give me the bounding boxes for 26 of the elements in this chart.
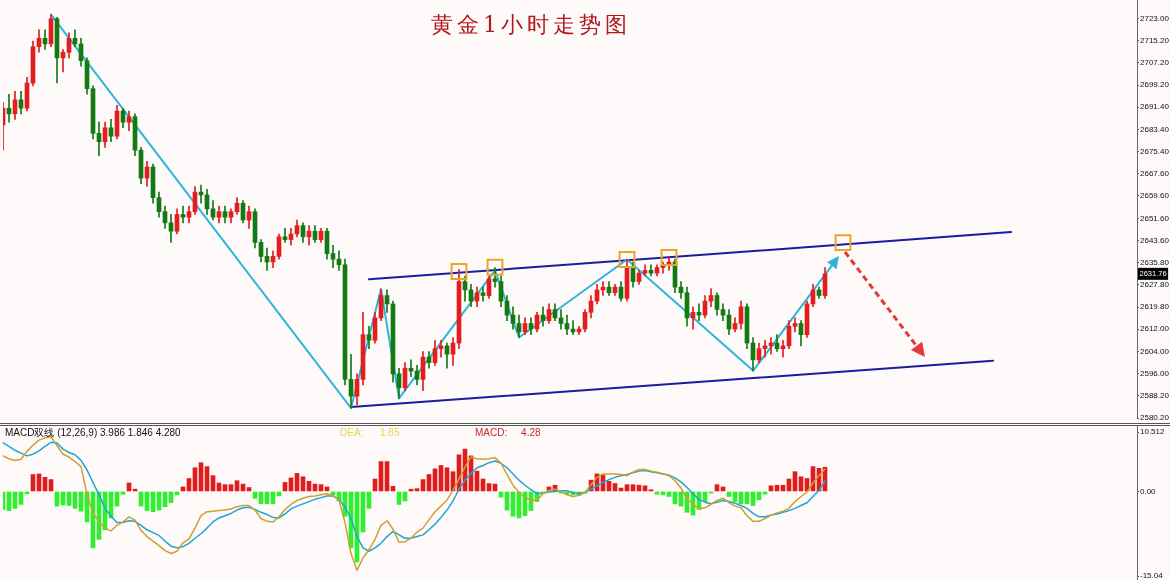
y-tick-label: 2635.80 xyxy=(1140,257,1170,267)
y-tick-label: 2699.20 xyxy=(1140,80,1170,90)
annotation: MACD: 4.28 xyxy=(475,426,542,438)
y-tick-label: 2627.80 xyxy=(1140,280,1170,290)
y-tick-label: 2619.80 xyxy=(1140,302,1170,312)
y-tick-label: 2604.00 xyxy=(1140,346,1170,356)
y-tick-label: 2588.20 xyxy=(1140,390,1170,400)
y-tick-label: 2723.00 xyxy=(1140,13,1170,23)
y-tick-label: 2715.20 xyxy=(1140,35,1170,45)
y-tick-label: 0.00 xyxy=(1140,486,1157,496)
y-tick-label: 2707.20 xyxy=(1140,58,1170,68)
annotation: DEA: 1.85 xyxy=(340,426,400,438)
y-tick-label: 2580.20 xyxy=(1140,413,1170,423)
y-tick-label: 2659.60 xyxy=(1140,191,1170,201)
y-tick-label: 2596.00 xyxy=(1140,369,1170,379)
y-tick-label: 2643.60 xyxy=(1140,235,1170,245)
y-tick-label: 2683.40 xyxy=(1140,124,1170,134)
y-tick-label: -15.04 xyxy=(1140,571,1164,580)
chart-title: MACD双线 (12,26,9) 3.986 1.846 4.280 xyxy=(5,426,182,438)
text: 黄金1小时走势图 xyxy=(430,11,631,37)
y-tick-label: 10.512 xyxy=(1140,427,1166,437)
y-tick-label: 2667.60 xyxy=(1140,168,1170,178)
y-tick-label: 2675.40 xyxy=(1140,147,1170,157)
y-tick-label: 2651.60 xyxy=(1140,213,1170,223)
y-tick-label: 2612.00 xyxy=(1140,324,1170,334)
y-tick-label: 2691.40 xyxy=(1140,102,1170,112)
